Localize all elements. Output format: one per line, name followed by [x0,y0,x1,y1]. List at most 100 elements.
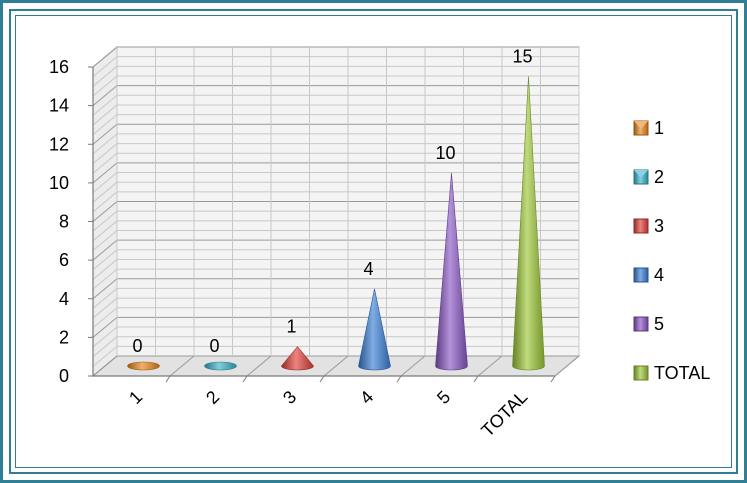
data-label: 1 [286,317,296,337]
x-tick-mark [396,375,402,383]
legend-label: 5 [654,314,664,334]
gridline-side [92,278,118,300]
y-axis-tick-labels: 0 2 4 6 8 10 12 14 16 [49,57,93,386]
y-tick-label: 6 [59,250,69,270]
y-tick-label: 12 [49,134,69,154]
legend-item-TOTAL: TOTAL [633,363,710,383]
floor-divider [246,355,272,377]
gridline-side [92,46,118,68]
gridline-side [92,181,118,203]
gridline-side [92,297,118,319]
legend-item-4: 4 [633,265,664,285]
gridline-side [92,123,118,145]
gridline-side [92,316,118,338]
gridline-side [92,230,118,251]
gridline-side [92,307,118,329]
cone-base [127,361,160,371]
gridline-side [92,114,118,135]
legend-swatch [633,365,649,381]
gridline-side [92,172,118,193]
gridline-side [92,104,118,126]
x-tick-mark [319,375,325,383]
y-tick-label: 2 [59,327,69,347]
gridline-side [92,345,118,367]
y-tick-label: 4 [59,289,69,309]
cone-TOTAL [512,76,545,371]
data-label: 10 [435,143,455,163]
gridline-side [92,239,118,261]
x-tick-label: TOTAL [477,387,531,441]
legend-label: 1 [654,118,664,138]
floor-divider [92,355,118,377]
data-label: 15 [512,46,532,66]
legend-item-5: 5 [633,314,664,334]
gridline-side [92,326,118,348]
gridline-side [92,143,118,164]
gridline-side [92,288,118,309]
gridline-side [92,152,118,174]
x-tick-label: 5 [433,387,454,408]
gridline-side [92,162,118,184]
cone-body [358,288,391,371]
gridline-side [92,133,118,155]
floor-divider [169,355,195,377]
x-tick-label: 2 [202,387,223,408]
cone-4 [358,288,391,371]
cone-1 [127,361,160,371]
chart-frame-inner [9,9,738,474]
gridline-side [92,65,118,87]
legend-swatch [633,316,649,332]
data-label: 4 [363,259,373,279]
x-axis-tick-labels: 1 2 3 4 5 TOTAL [125,375,556,441]
cone-body [435,172,468,371]
x-tick-mark [165,375,171,383]
legend-label: 2 [654,167,664,187]
gridline-side [92,201,118,222]
cone-2 [204,361,237,371]
floor-divider [323,355,349,377]
legend-item-3: 3 [633,216,664,236]
x-tick-label: 1 [125,387,146,408]
x-tick-label: 4 [356,387,377,408]
legend-item-2: 2 [633,167,664,187]
gridline-side [92,94,118,116]
gridline-side [92,75,118,97]
gridline-side [92,191,118,213]
chart-cones [127,76,545,371]
gridline-side [92,210,118,232]
cone-body [281,346,314,371]
data-label: 0 [209,336,219,356]
chart-frame-inner-line [15,15,732,468]
y-tick-label: 14 [49,96,69,116]
floor-divider [554,355,580,377]
x-tick-label: 3 [279,387,300,408]
x-tick-mark [242,375,248,383]
legend-swatch-highlight [634,170,648,178]
floor-divider [400,355,426,377]
cone-3 [281,346,314,371]
gridline-side [92,336,118,358]
legend-item-1: 1 [633,118,664,138]
gridline-side [92,85,118,107]
x-tick-mark [473,375,479,383]
y-tick-label: 10 [49,173,69,193]
data-label: 0 [132,336,142,356]
y-tick-label: 8 [59,212,69,232]
gridline-side [92,220,118,242]
legend-swatch [633,218,649,234]
gridline-side [92,268,118,290]
data-labels: 0 0 1 4 10 15 [132,46,532,356]
gridline-side [92,56,118,78]
cone-5 [435,172,468,371]
y-tick-label: 16 [49,57,69,77]
cone-base [204,361,237,371]
gridline-side [92,259,118,280]
floor-divider [477,355,503,377]
legend-swatch-highlight [634,121,648,129]
legend-swatch [633,267,649,283]
chart-legend: 1 2 3 4 5 TOTAL [633,118,710,383]
legend-label: TOTAL [654,363,710,383]
x-tick-mark [550,375,556,383]
legend-label: 4 [654,265,664,285]
